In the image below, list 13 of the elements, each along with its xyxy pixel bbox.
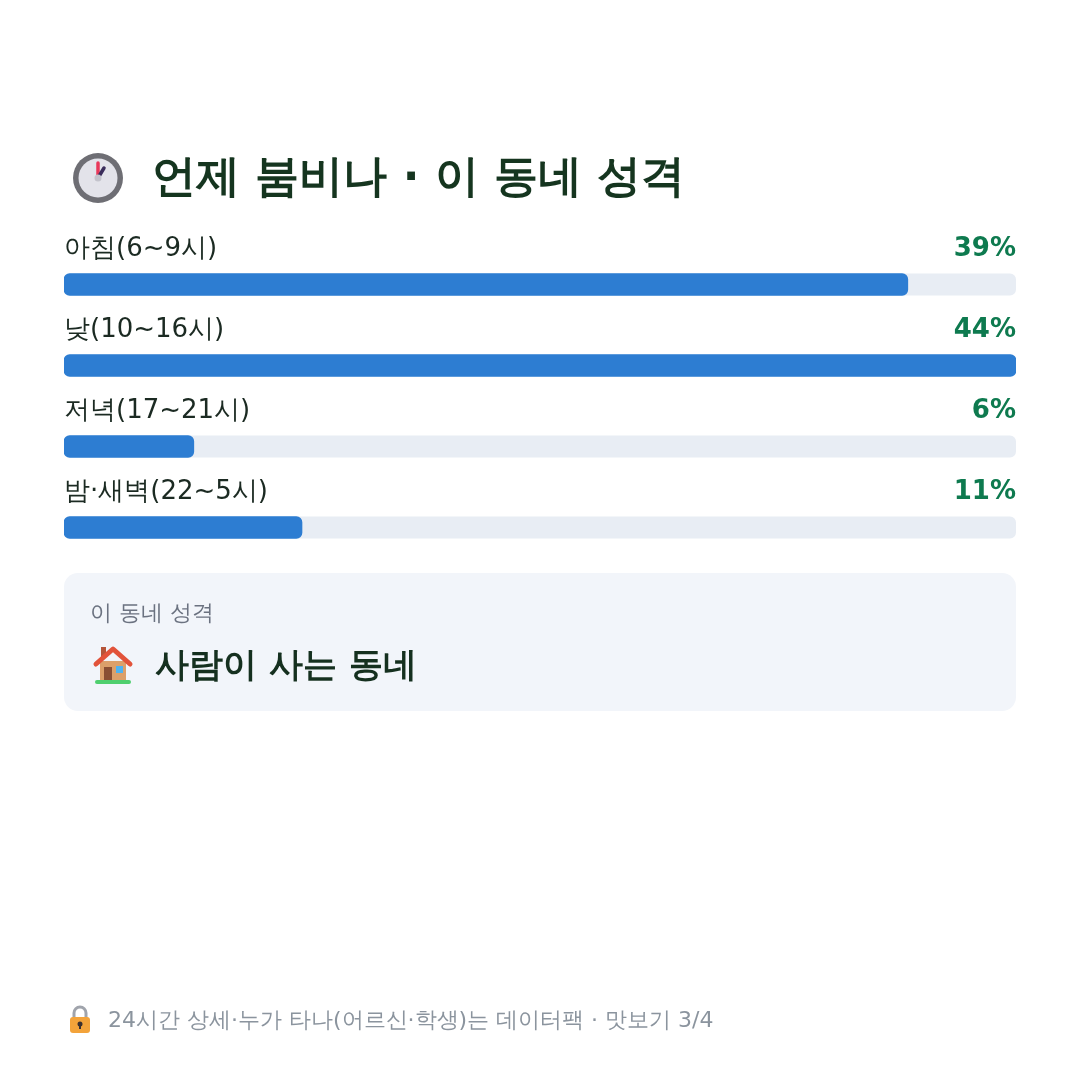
text: 사람이 사는 동네 <box>155 643 417 686</box>
y-tick-label: 아침(6~9시) <box>64 232 218 263</box>
chart-title: 언제 붐비나 · 이 동네 성격 <box>152 149 686 203</box>
y-tick-label: 밤·새벽(22~5시) <box>64 475 268 506</box>
data-label: 6% <box>971 394 1016 425</box>
data-label: 39% <box>953 232 1016 263</box>
text: 24시간 상세·누가 타나(어르신·학생)는 데이터팩 · 맛보기 3/4 <box>108 1006 714 1034</box>
data-label: 11% <box>953 475 1016 506</box>
text: 이 동네 성격 <box>90 599 214 627</box>
bar <box>64 435 195 458</box>
y-tick-label: 낮(10~16시) <box>64 313 225 344</box>
data-label: 44% <box>953 313 1016 344</box>
y-tick-label: 저녁(17~21시) <box>64 394 251 425</box>
